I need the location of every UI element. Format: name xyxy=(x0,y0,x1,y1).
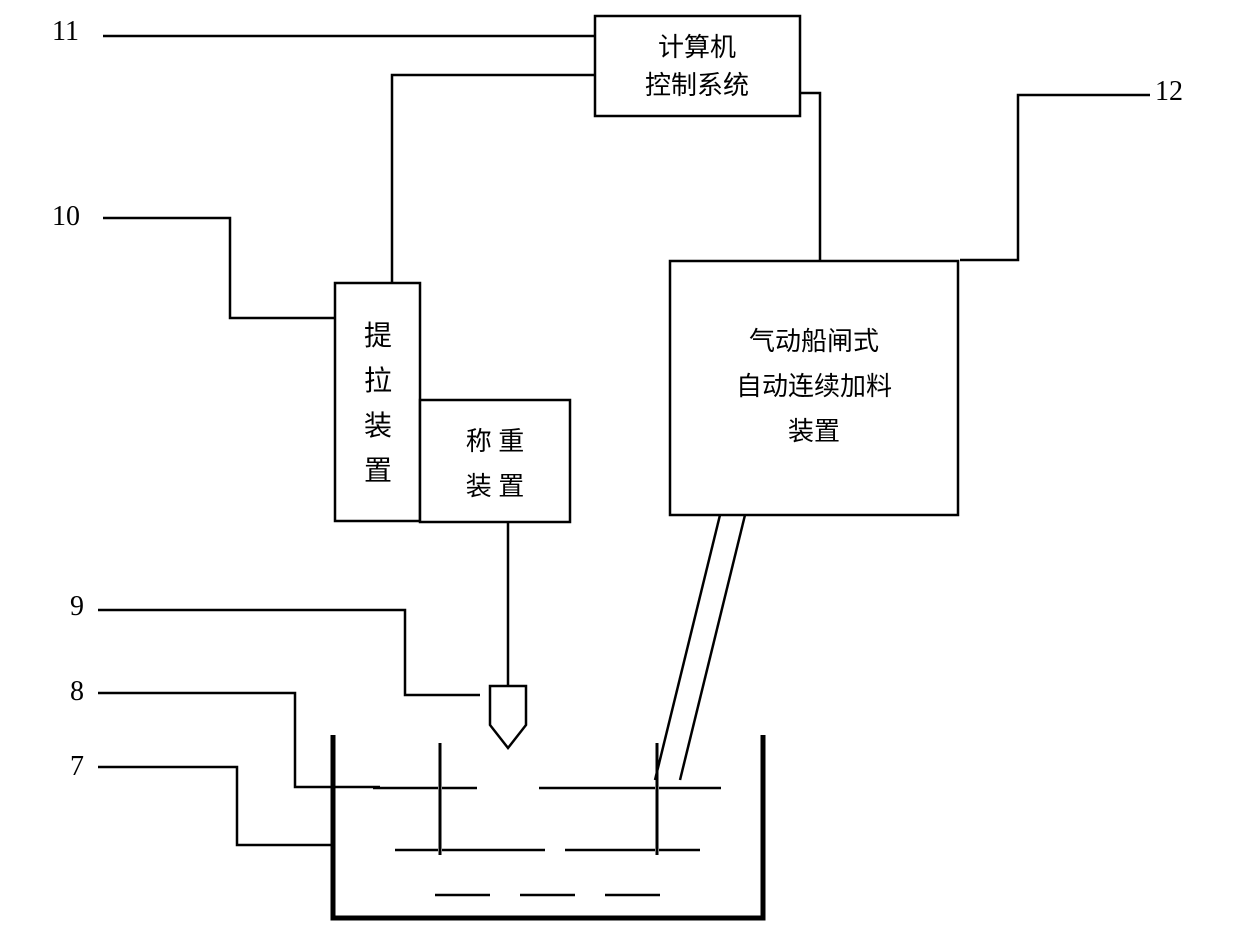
svg-text:自动连续加料: 自动连续加料 xyxy=(736,372,892,401)
svg-text:称 重: 称 重 xyxy=(466,427,525,456)
connector-computer-to-pulling xyxy=(392,75,595,283)
pointer-12-line xyxy=(960,95,1150,260)
node-pulling-device: 提 拉 装 置 xyxy=(335,283,420,521)
pointer-9-label: 9 xyxy=(70,591,84,622)
crucible-container-icon xyxy=(333,735,763,918)
svg-text:提: 提 xyxy=(364,320,392,352)
pointer-9-line xyxy=(98,610,480,695)
svg-text:装 置: 装 置 xyxy=(466,472,525,501)
connector-computer-to-feeding xyxy=(800,93,820,261)
pointer-10-line xyxy=(103,218,335,318)
svg-text:拉: 拉 xyxy=(364,365,392,397)
node-weighing-device: 称 重 装 置 xyxy=(420,400,570,522)
pointer-8-line xyxy=(98,693,380,787)
svg-text:置: 置 xyxy=(364,456,392,487)
svg-text:气动船闸式: 气动船闸式 xyxy=(749,327,879,356)
pointer-11-label: 11 xyxy=(52,16,79,47)
connector-feed-tube-right xyxy=(680,515,745,780)
crystal-seed-icon xyxy=(490,686,526,748)
svg-text:计算机: 计算机 xyxy=(658,33,736,62)
svg-text:控制系统: 控制系统 xyxy=(645,71,749,100)
node-computer-control: 计算机 控制系统 xyxy=(595,16,800,116)
pointer-7-line xyxy=(98,767,333,845)
node-feeding-device: 气动船闸式 自动连续加料 装置 xyxy=(670,261,958,515)
pointer-7-label: 7 xyxy=(70,751,84,782)
pointer-8-label: 8 xyxy=(70,676,84,707)
schematic-diagram: 计算机 控制系统 提 拉 装 置 称 重 装 置 气动船闸式 自动连续加料 装置 xyxy=(0,0,1240,949)
pointer-12-label: 12 xyxy=(1155,76,1183,107)
svg-text:装: 装 xyxy=(364,410,392,442)
connector-feed-tube-left xyxy=(655,515,720,780)
svg-text:装置: 装置 xyxy=(788,417,840,446)
pointer-10-label: 10 xyxy=(52,201,80,232)
